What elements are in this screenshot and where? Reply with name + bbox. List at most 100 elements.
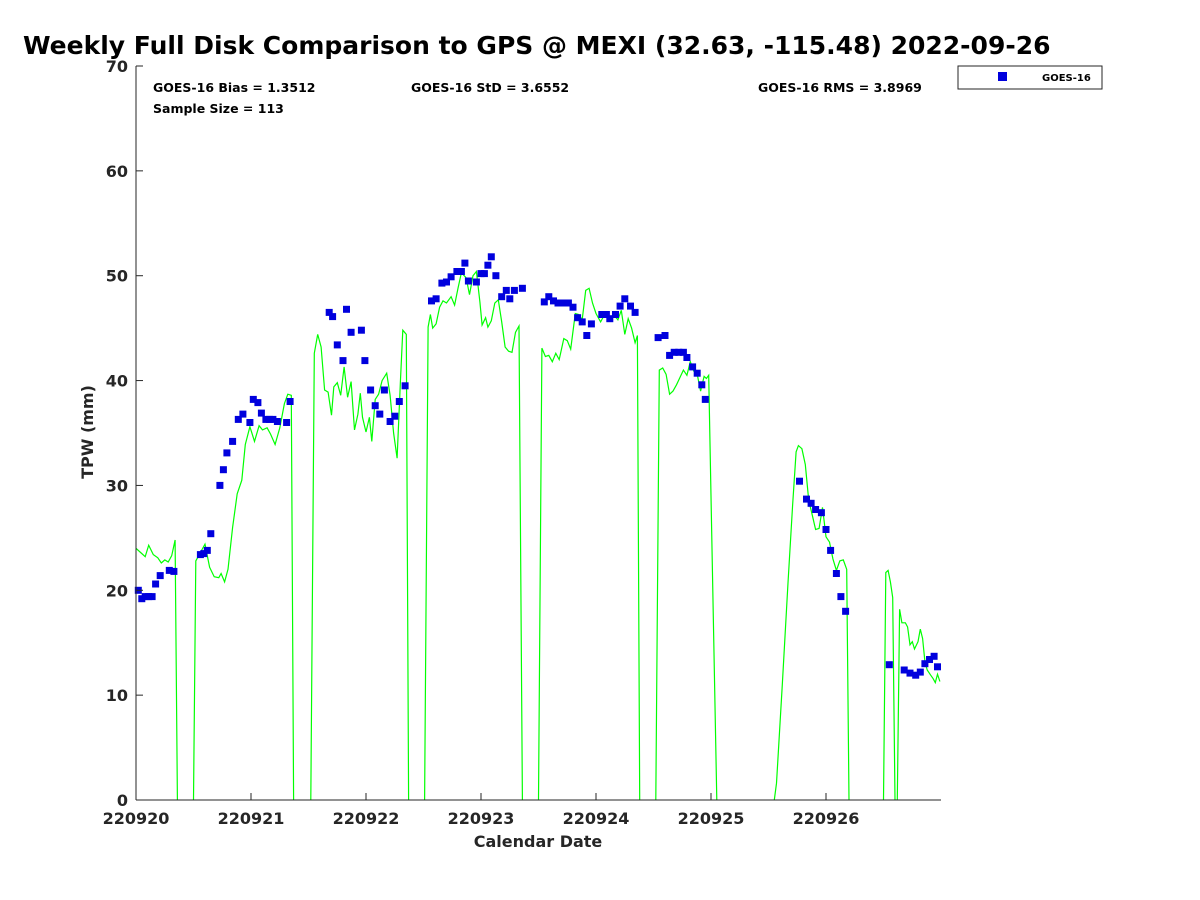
goes16-point [395, 398, 403, 405]
goes16-point [564, 299, 572, 307]
goes16-point [518, 284, 526, 292]
goes16-point [239, 410, 247, 418]
goes16-point [545, 293, 553, 301]
y-tick-label: 60 [106, 162, 128, 181]
sample-size-stat: Sample Size = 113 [153, 101, 284, 116]
goes16-point [443, 278, 450, 286]
goes16-point [487, 253, 495, 261]
gps-line-segment [882, 569, 896, 801]
goes16-point [679, 348, 687, 356]
goes16-point [796, 477, 803, 485]
goes16-point [621, 295, 629, 303]
goes16-point [807, 499, 815, 507]
goes16-point [428, 297, 435, 305]
goes16-point [698, 381, 706, 389]
goes16-point [832, 570, 840, 577]
plot-area [134, 66, 941, 801]
goes16-point [926, 656, 933, 663]
goes16-point [472, 278, 480, 286]
goes16-point [269, 415, 277, 423]
goes16-point [822, 526, 830, 533]
x-tick-label: 220920 [103, 809, 170, 828]
gps-line-segment [310, 328, 410, 801]
goes16-point [156, 572, 164, 580]
legend-box [957, 65, 1103, 90]
legend-label-goes16: GOES-16 [1042, 73, 1091, 84]
goes16-point [371, 402, 379, 410]
goes16-point [670, 348, 678, 356]
gps-line-segment [424, 270, 523, 801]
y-axis-ticks: 0 10 20 30 40 50 60 70 [106, 57, 143, 810]
goes16-point [219, 466, 227, 474]
goes16-point [367, 386, 375, 394]
goes16-point [921, 660, 929, 668]
goes16-point [900, 666, 908, 674]
goes16-point [484, 261, 492, 269]
goes16-point [578, 318, 586, 326]
goes16-point [666, 351, 674, 359]
goes16-point [842, 607, 850, 615]
goes16-point [207, 530, 215, 538]
goes16-point [683, 354, 691, 361]
goes16-point [689, 363, 697, 371]
goes16-point [587, 320, 595, 328]
goes16-point [498, 293, 506, 301]
goes16-point [234, 415, 242, 423]
goes16-point [229, 437, 237, 445]
goes16-point [916, 668, 924, 676]
y-tick-label: 40 [106, 372, 128, 391]
goes16-point [339, 357, 347, 365]
goes16-point [380, 386, 388, 394]
y-tick-label: 50 [106, 267, 128, 286]
goes16-series-points [134, 253, 941, 679]
goes16-point [612, 311, 619, 318]
chart-title: Weekly Full Disk Comparison to GPS @ MEX… [23, 31, 1051, 60]
goes16-point [583, 332, 591, 339]
y-tick-label: 30 [106, 476, 128, 495]
goes16-point [606, 315, 614, 323]
goes16-point [216, 481, 224, 489]
goes16-point [170, 567, 178, 575]
y-tick-label: 20 [106, 581, 128, 600]
goes16-point [203, 546, 211, 554]
goes16-point [249, 395, 257, 403]
std-stat: GOES-16 StD = 3.6552 [411, 80, 569, 95]
goes16-point [812, 506, 820, 513]
y-axis-label: TPW (mm) [78, 385, 97, 479]
x-tick-label: 220926 [793, 809, 860, 828]
goes16-point [257, 409, 265, 417]
goes16-point [661, 332, 669, 339]
goes16-point [386, 418, 394, 425]
goes16-point [447, 273, 455, 281]
goes16-point [654, 334, 662, 342]
goes16-point [273, 418, 281, 425]
goes16-point [246, 419, 254, 426]
goes16-point [357, 326, 365, 334]
x-axis-label: Calendar Date [474, 832, 603, 851]
goes16-point [506, 295, 514, 303]
goes16-point [803, 495, 810, 503]
goes16-point [438, 279, 446, 287]
gps-line-segment [655, 359, 718, 801]
goes16-point [559, 299, 567, 307]
goes16-point [286, 398, 294, 405]
goes16-point [432, 295, 440, 303]
goes16-point [598, 311, 606, 318]
goes16-point [550, 297, 557, 305]
goes16-point [461, 259, 469, 267]
gps-line-segment [192, 393, 295, 801]
x-tick-label: 220923 [448, 809, 515, 828]
goes16-point [885, 661, 893, 669]
y-tick-label: 10 [106, 686, 128, 705]
goes16-point [912, 671, 920, 679]
goes16-point [693, 369, 701, 377]
goes16-point [554, 299, 562, 307]
gps-line-segment [896, 609, 941, 801]
goes16-point [152, 580, 160, 588]
rms-stat: GOES-16 RMS = 3.8969 [758, 80, 922, 95]
goes16-point [492, 272, 500, 280]
goes16-point [329, 313, 337, 321]
goes16-point [165, 566, 173, 574]
goes16-point [631, 308, 639, 316]
goes16-point [569, 303, 577, 311]
